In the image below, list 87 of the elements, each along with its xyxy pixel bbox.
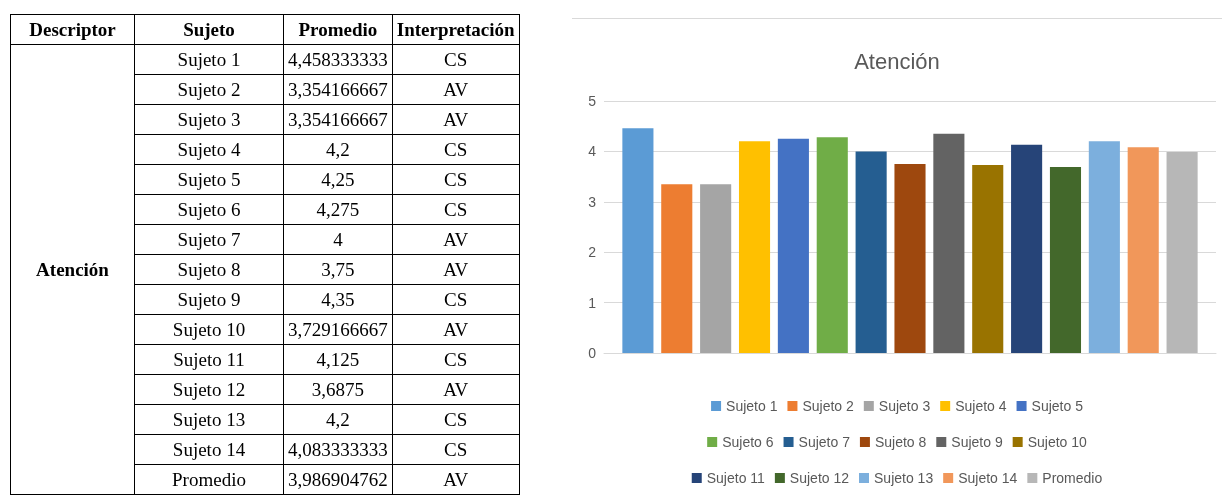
legend-label: Promedio <box>1042 470 1103 486</box>
bar <box>972 165 1004 353</box>
text: Sujeto <box>134 14 284 45</box>
bar <box>661 184 693 353</box>
bar <box>1011 144 1043 353</box>
legend-label: Sujeto 7 <box>798 434 851 450</box>
legend-label: Sujeto 13 <box>874 470 934 486</box>
y-tick-label: 5 <box>588 93 597 109</box>
text: 3,729166667 <box>283 314 393 345</box>
bar <box>1088 141 1120 353</box>
text: 4,35 <box>283 284 393 315</box>
legend-label: Sujeto 2 <box>802 398 855 414</box>
text: Descriptor <box>10 14 135 45</box>
legend-label: Sujeto 10 <box>1027 434 1088 450</box>
legend-label: Sujeto 14 <box>958 470 1018 486</box>
text: 3,75 <box>283 254 393 285</box>
y-tick-label: 0 <box>588 345 597 361</box>
bar <box>1166 151 1198 353</box>
text: 3,354166667 <box>283 104 393 135</box>
text: CS <box>392 164 520 195</box>
legend-label: Sujeto 4 <box>955 398 1007 414</box>
text: AV <box>392 254 520 285</box>
text: CS <box>392 404 520 435</box>
text: CS <box>392 284 520 315</box>
bar <box>777 138 809 353</box>
text: 4,2 <box>283 404 393 435</box>
text: AV <box>392 464 520 495</box>
y-tick-label: 4 <box>588 143 597 160</box>
legend-label: Sujeto 1 <box>726 398 778 414</box>
text: 3,6875 <box>283 374 393 405</box>
bar <box>1127 147 1159 353</box>
legend-label: Sujeto 8 <box>874 434 927 450</box>
legend-label: Sujeto 3 <box>878 398 931 414</box>
text: AV <box>392 314 520 345</box>
text: Sujeto 8 <box>134 254 284 285</box>
text: 3,986904762 <box>283 464 393 495</box>
text: 4,083333333 <box>283 434 393 465</box>
text: Sujeto 1 <box>134 44 284 75</box>
text: Sujeto 3 <box>134 104 284 135</box>
text: AV <box>392 104 520 135</box>
text: Sujeto 14 <box>134 434 284 465</box>
text: Sujeto 13 <box>134 404 284 435</box>
text: Sujeto 11 <box>134 344 284 375</box>
text: 4,2 <box>283 134 393 165</box>
text: Sujeto 5 <box>134 164 284 195</box>
text: 3,354166667 <box>283 74 393 105</box>
text: Sujeto 2 <box>134 74 284 105</box>
y-tick-label: 3 <box>588 193 597 210</box>
text: Sujeto 6 <box>134 194 284 225</box>
text: CS <box>392 194 520 225</box>
bar <box>933 133 965 353</box>
legend-label: Sujeto 5 <box>1031 398 1084 414</box>
bar <box>622 128 654 353</box>
text: Interpretación <box>392 14 520 45</box>
text: CS <box>392 434 520 465</box>
text: AV <box>392 374 520 405</box>
text: AV <box>392 224 520 255</box>
bar <box>1049 167 1082 353</box>
chart-title: Atención <box>854 48 940 74</box>
bar <box>855 151 887 353</box>
text: Promedio <box>134 464 284 495</box>
bar <box>894 164 926 353</box>
y-tick-label: 1 <box>588 294 597 311</box>
text: Sujeto 10 <box>134 314 284 345</box>
text: Sujeto 12 <box>134 374 284 405</box>
text: 4,458333333 <box>283 44 393 75</box>
bar <box>738 141 771 353</box>
legend-label: Sujeto 11 <box>706 470 766 486</box>
text: Promedio <box>283 14 393 45</box>
bar <box>700 184 732 353</box>
text: CS <box>392 344 520 375</box>
text: 4 <box>283 224 393 255</box>
legend-label: Sujeto 12 <box>789 470 850 486</box>
text: CS <box>392 44 520 75</box>
text: 4,25 <box>283 164 393 195</box>
text: 4,275 <box>283 194 393 225</box>
text: 4,125 <box>283 344 393 375</box>
text: CS <box>392 134 520 165</box>
y-tick-label: 2 <box>588 244 597 261</box>
text: Sujeto 7 <box>134 224 284 255</box>
text: Atención <box>10 44 135 495</box>
text: Sujeto 4 <box>134 134 284 165</box>
bar <box>816 137 848 353</box>
text: AV <box>392 74 520 105</box>
text: Sujeto 9 <box>134 284 284 315</box>
legend-label: Sujeto 6 <box>722 434 774 450</box>
legend-label: Sujeto 9 <box>951 434 1003 450</box>
